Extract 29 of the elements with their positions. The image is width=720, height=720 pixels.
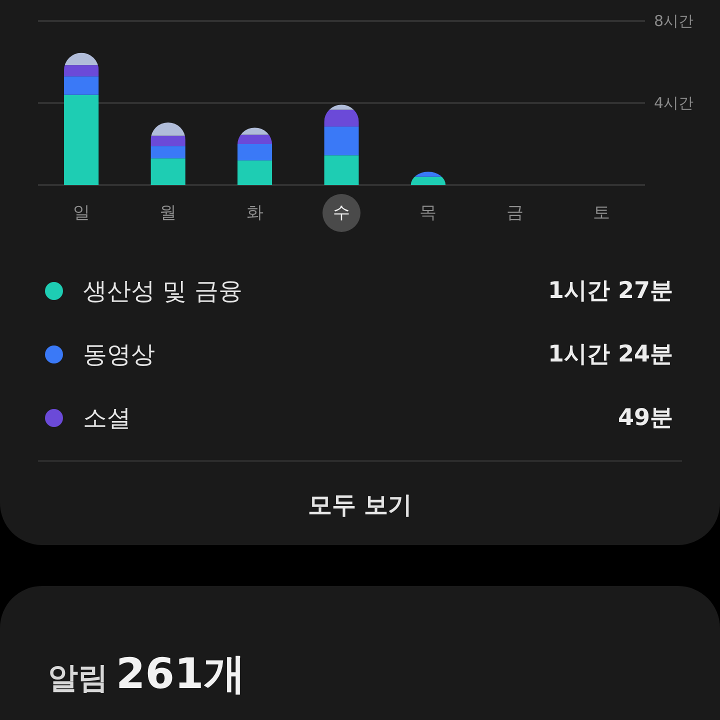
bar <box>324 126 359 156</box>
text: 알림 261개 <box>48 649 246 698</box>
bar <box>150 146 186 158</box>
y-tick-label: 4시간 <box>654 94 694 112</box>
legend-label: 생산성 및 금융 <box>83 277 242 305</box>
bar <box>237 134 272 144</box>
legend-label: 동영상 <box>83 340 155 368</box>
bar <box>64 65 99 76</box>
x-tick-label: 월 <box>160 203 177 223</box>
x-tick-label: 화 <box>246 203 264 223</box>
text: 1시간 24분 <box>548 342 673 368</box>
x-tick-label: 토 <box>593 203 610 223</box>
text: 49분 <box>618 405 673 431</box>
text: 모두 보기 <box>308 491 412 519</box>
x-tick-label: 목 <box>420 203 437 223</box>
bar <box>324 155 359 185</box>
y-tick-label: 8시간 <box>654 12 694 30</box>
bar <box>150 136 186 146</box>
x-tick-label: 금 <box>506 203 524 223</box>
bar <box>324 110 359 127</box>
bar <box>64 76 99 95</box>
bar <box>64 94 99 185</box>
text: 1시간 27분 <box>548 278 673 304</box>
x-tick-label: 일 <box>72 203 90 223</box>
legend-label: 소셜 <box>83 404 131 432</box>
bar <box>237 160 272 185</box>
bar <box>237 144 272 160</box>
x-tick-label: 수 <box>333 203 350 223</box>
bar <box>150 158 186 185</box>
